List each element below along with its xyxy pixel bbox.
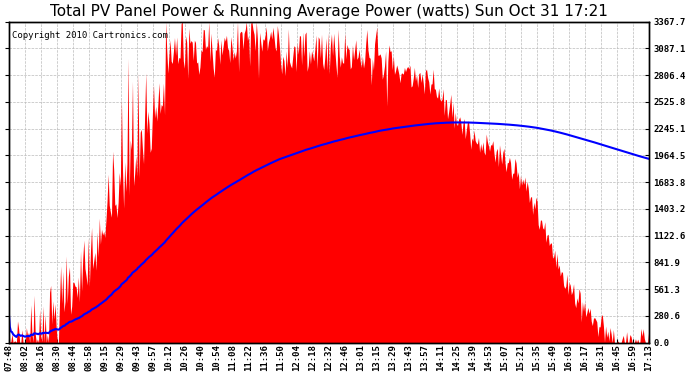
Title: Total PV Panel Power & Running Average Power (watts) Sun Oct 31 17:21: Total PV Panel Power & Running Average P… [50, 4, 608, 19]
Text: Copyright 2010 Cartronics.com: Copyright 2010 Cartronics.com [12, 32, 168, 40]
